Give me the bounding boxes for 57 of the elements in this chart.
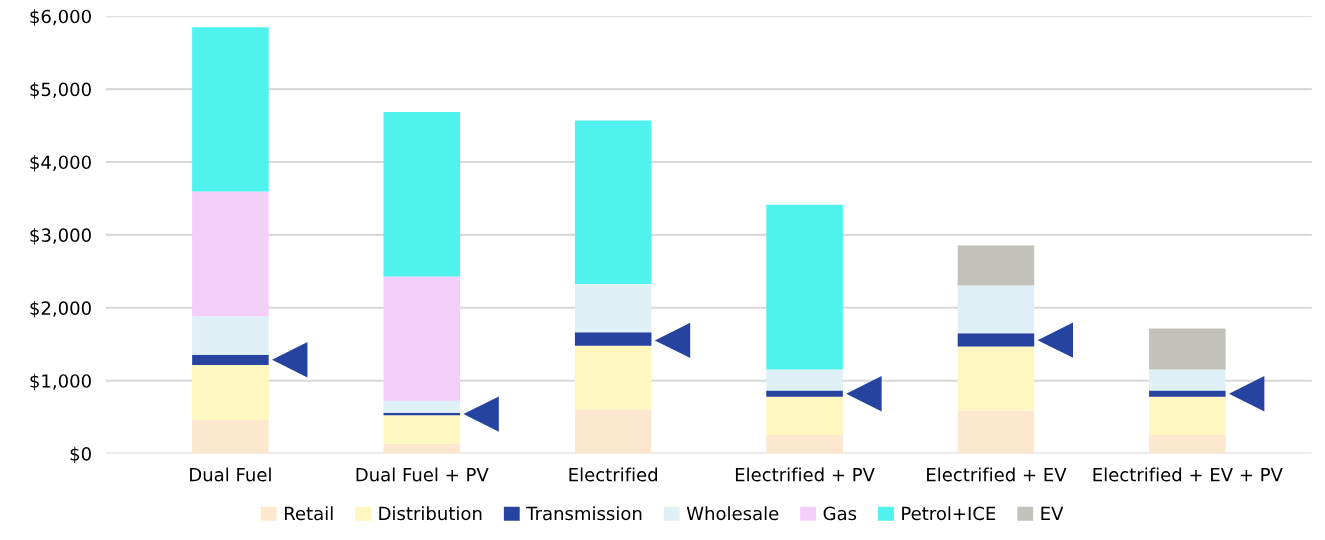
y-tick-label: $2,000: [30, 300, 91, 318]
bar: [192, 365, 269, 421]
legend-label: Gas: [823, 506, 857, 521]
legend-label: Distribution: [379, 506, 482, 521]
bar: [957, 333, 1035, 347]
bar: [383, 400, 461, 413]
bar: [766, 204, 843, 370]
point: [463, 396, 499, 432]
y-tick-label: $3,000: [30, 228, 91, 245]
bar: [383, 112, 461, 277]
x-tick-label: Dual Fuel + PV: [356, 467, 489, 482]
y-tick-label: $0: [70, 446, 91, 464]
legend-label: EV: [1041, 506, 1064, 520]
bar: [1149, 390, 1226, 397]
legend-label: Petrol+ICE: [902, 506, 996, 521]
legend-label: Transmission: [526, 506, 642, 521]
bar: [574, 409, 652, 454]
point: [846, 376, 882, 412]
y-tick-label: $4,000: [30, 155, 91, 172]
bar: [574, 284, 652, 333]
y-tick-label: $6,000: [30, 9, 91, 26]
point: [654, 322, 691, 359]
bar: [957, 285, 1035, 334]
x-tick-label: Dual Fuel: [190, 467, 271, 482]
x-tick-label: Electrified + PV: [735, 467, 875, 482]
bar: [383, 443, 461, 454]
y-tick-label: $1,000: [30, 373, 91, 391]
bar: [383, 415, 461, 444]
bar: [574, 332, 652, 346]
point: [1037, 322, 1073, 358]
bar: [192, 191, 269, 317]
bar: [957, 346, 1035, 411]
bar: [957, 410, 1035, 454]
y-tick-label: $5,000: [30, 82, 91, 99]
bar: [383, 276, 461, 401]
bar: [1149, 396, 1226, 436]
bar: [766, 396, 843, 436]
legend-label: Retail: [284, 506, 333, 521]
legend-label: Wholesale: [686, 506, 779, 521]
bar: [192, 27, 269, 192]
bar: [192, 354, 269, 366]
bar: [957, 245, 1035, 286]
bar: [1149, 369, 1226, 391]
bar: [192, 420, 269, 454]
point: [1228, 376, 1265, 412]
bar: [574, 345, 652, 410]
bar: [574, 120, 652, 285]
x-tick-label: Electrified + EV + PV: [1093, 467, 1283, 482]
x-tick-label: Electrified + EV: [927, 467, 1067, 482]
point: [272, 342, 308, 378]
bar: [766, 435, 843, 454]
bar: [1149, 435, 1226, 454]
bar: [1149, 328, 1226, 370]
bar: [192, 316, 269, 355]
bar: [766, 369, 843, 391]
bar: [766, 390, 843, 397]
x-tick-label: Electrified: [569, 467, 657, 482]
